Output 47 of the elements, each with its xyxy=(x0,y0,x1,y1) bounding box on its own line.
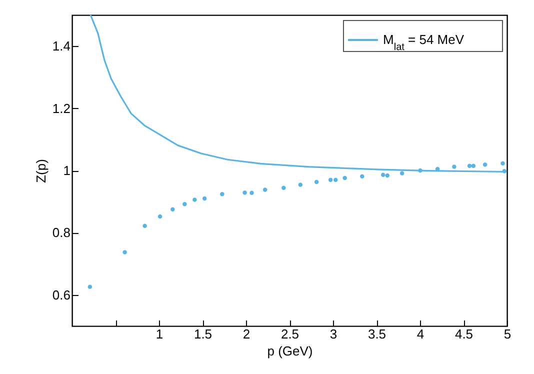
point xyxy=(282,186,286,190)
point xyxy=(314,180,319,184)
point xyxy=(452,164,456,169)
y-axis-title: Z(p) xyxy=(33,159,48,183)
x-tick-label: 4 xyxy=(416,326,424,342)
point xyxy=(242,190,247,195)
line-series xyxy=(90,15,507,173)
point xyxy=(262,188,268,192)
point xyxy=(328,178,333,182)
point xyxy=(360,174,364,179)
x-tick-label: 3 xyxy=(330,326,338,342)
point xyxy=(250,190,254,196)
y-tick-label: 0.8 xyxy=(52,225,70,240)
point xyxy=(142,224,147,228)
point xyxy=(122,250,127,254)
point xyxy=(400,171,404,176)
point xyxy=(333,178,338,182)
point xyxy=(418,168,422,173)
point xyxy=(158,214,162,219)
legend-label: M$_{lat}$ = 54 MeV xyxy=(383,32,464,52)
point xyxy=(170,207,175,212)
point xyxy=(182,202,187,206)
x-tick-label: 5 xyxy=(504,326,512,342)
x-tick-label: 1 xyxy=(156,326,164,342)
y-tick-label: 1.4 xyxy=(52,38,70,54)
point xyxy=(220,192,224,196)
point xyxy=(380,172,386,177)
point xyxy=(298,182,302,187)
x-tick-label: 2.5 xyxy=(280,326,300,342)
point xyxy=(482,162,488,167)
point xyxy=(88,284,92,289)
point xyxy=(467,164,472,168)
point xyxy=(342,176,347,180)
x-tick-label: 3.5 xyxy=(368,326,386,342)
x-tick-label: 2 xyxy=(242,326,250,342)
point xyxy=(500,161,505,166)
point xyxy=(192,198,197,202)
point xyxy=(502,169,507,174)
point xyxy=(471,164,476,168)
point xyxy=(202,196,207,201)
y-tick-label: 0.6 xyxy=(52,287,70,302)
point xyxy=(385,173,390,178)
y-tick-label: 1 xyxy=(63,163,70,178)
y-tick-label: 1.2 xyxy=(52,100,70,116)
x-tick-label: 1.5 xyxy=(194,326,212,342)
x-tick-label: 4.5 xyxy=(454,326,474,342)
x-axis-title: p (GeV) xyxy=(267,344,313,358)
